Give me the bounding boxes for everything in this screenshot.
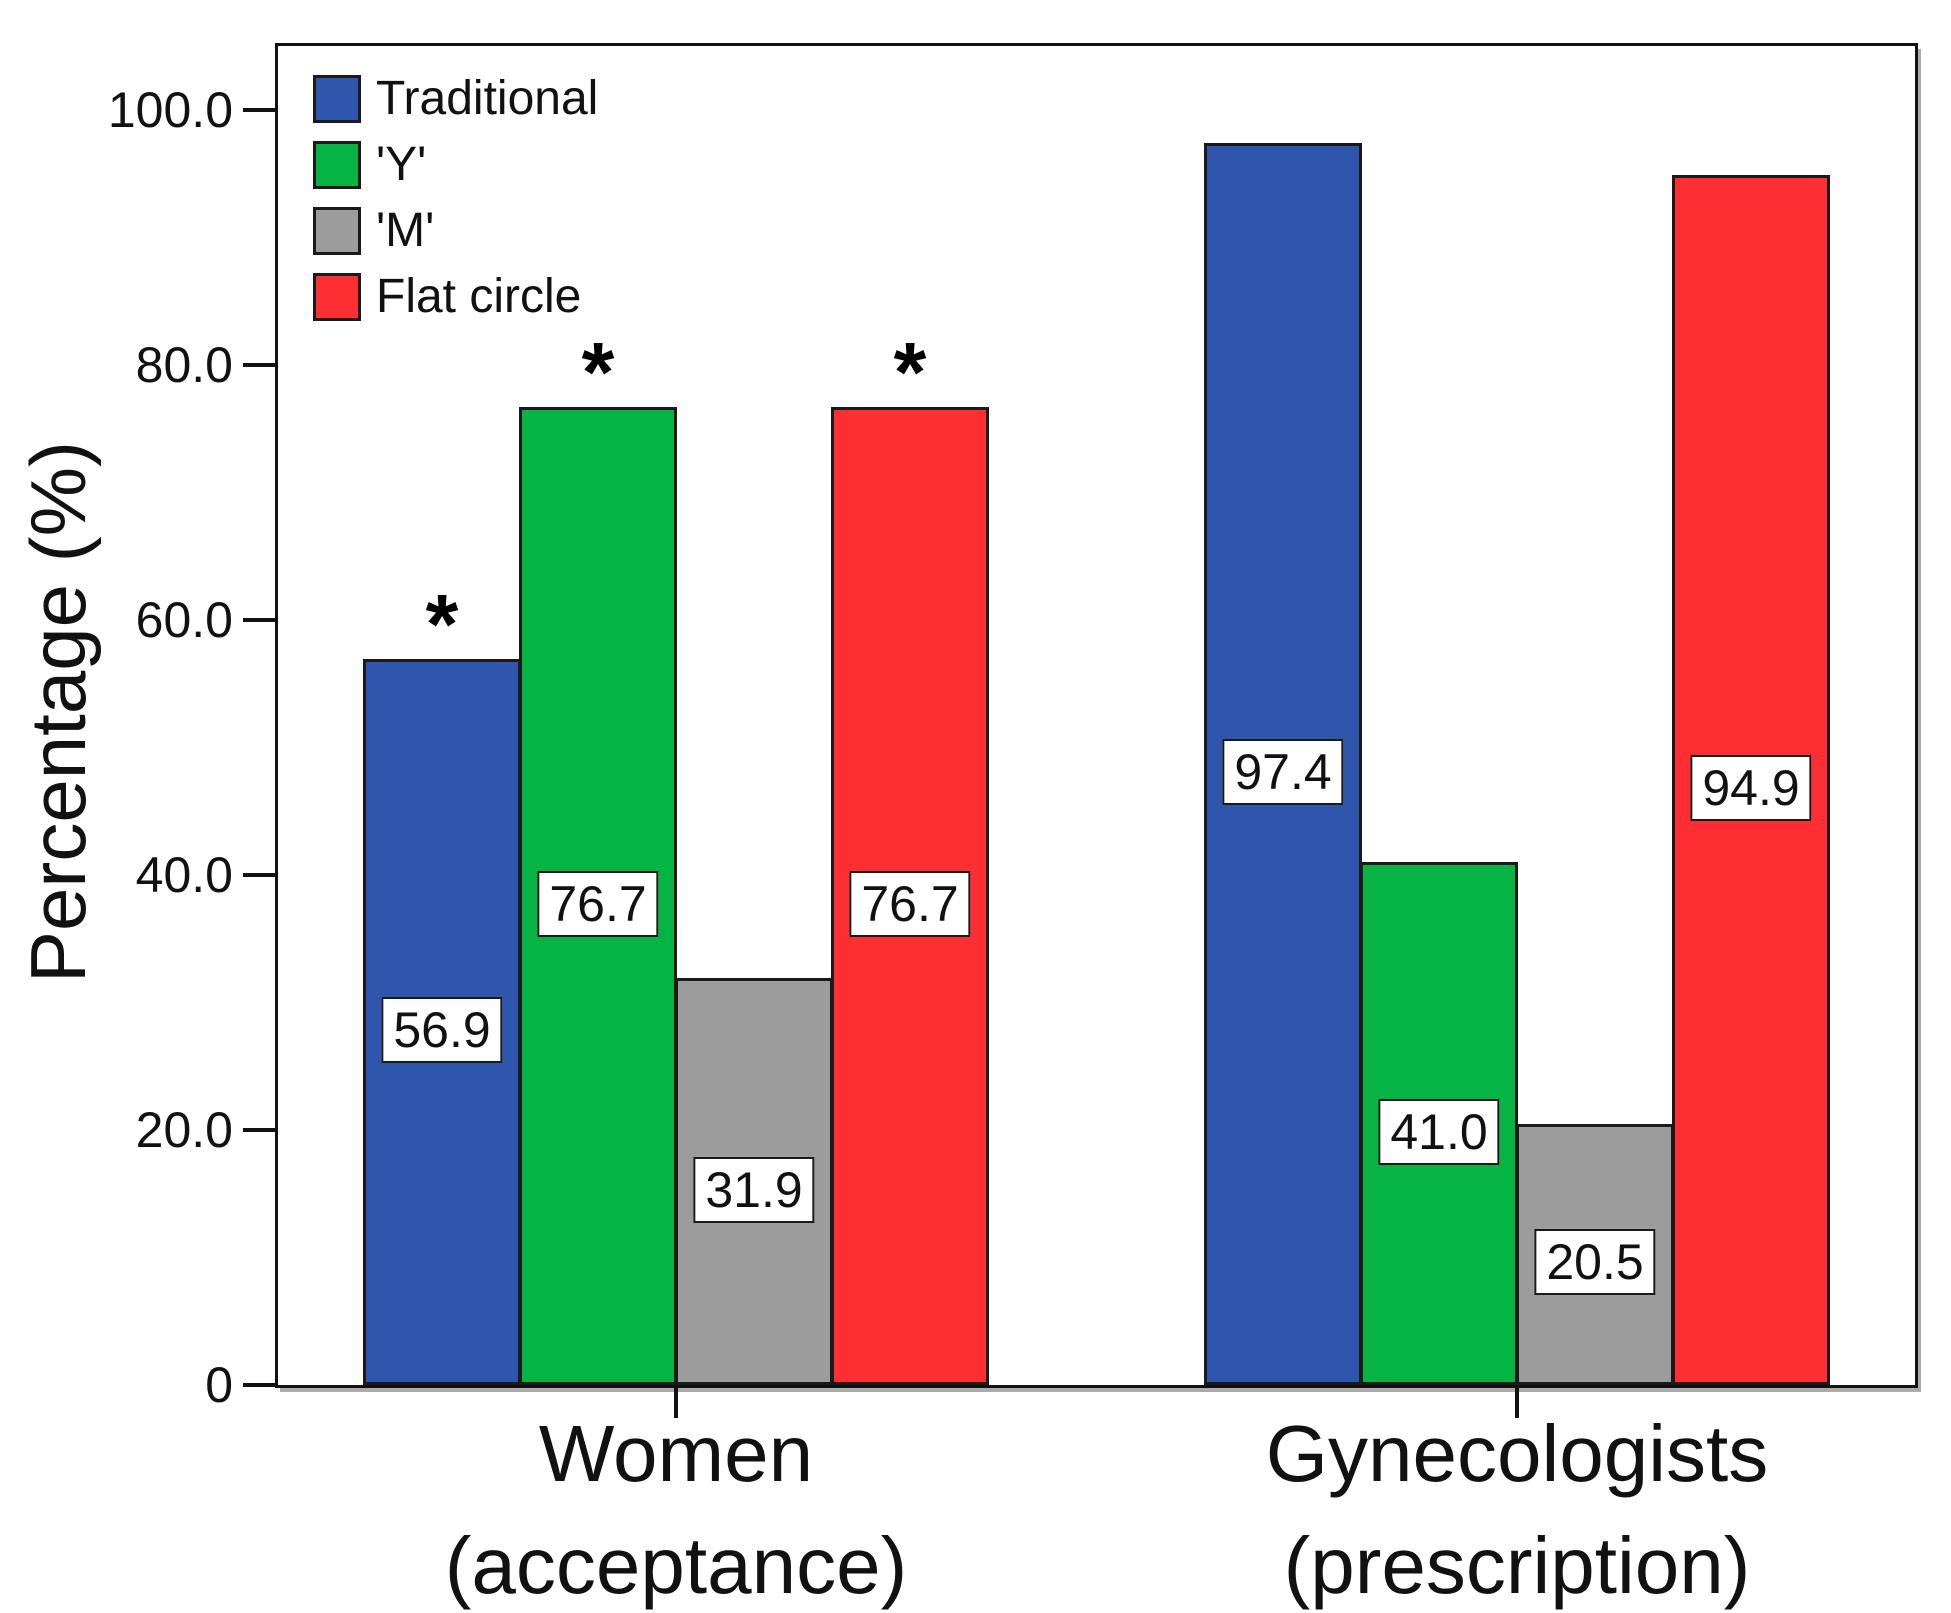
significance-asterisk: * <box>425 577 459 672</box>
bar-value-label: 20.5 <box>1534 1229 1656 1296</box>
y-axis-tick <box>243 362 275 367</box>
legend-label: Traditional <box>376 72 599 125</box>
x-axis-category-label: Gynecologists (prescription) <box>1067 1398 1951 1613</box>
legend-swatch-flatcircle <box>313 273 361 321</box>
y-axis-tick-label: 60.0 <box>135 591 233 648</box>
y-axis-tick-label: 0 <box>205 1357 233 1413</box>
bar-value-label: 97.4 <box>1222 738 1344 805</box>
x-axis-tick <box>1515 1388 1519 1418</box>
y-axis-tick-label: 40.0 <box>135 846 233 903</box>
category-label-line1: Gynecologists <box>1265 1409 1769 1498</box>
y-axis-tick <box>243 1127 275 1132</box>
legend-item: Traditional <box>313 73 598 125</box>
y-axis-tick <box>243 107 275 112</box>
y-axis-tick <box>243 1383 275 1387</box>
category-label-line2: (prescription) <box>1283 1521 1751 1610</box>
significance-asterisk: * <box>893 324 927 419</box>
y-axis-tick <box>243 617 275 622</box>
bar-value-label: 76.7 <box>849 870 971 937</box>
y-axis-tick-label: 80.0 <box>135 336 233 393</box>
bar-value-label: 41.0 <box>1378 1098 1500 1165</box>
significance-asterisk: * <box>581 324 615 419</box>
legend-swatch-y <box>313 141 361 189</box>
y-axis-tick <box>243 872 275 877</box>
legend-label: 'M' <box>376 204 435 257</box>
bar-value-label: 56.9 <box>381 997 503 1064</box>
bar-value-label: 76.7 <box>537 870 659 937</box>
legend-item: Flat circle <box>313 271 598 323</box>
legend-swatch-m <box>313 207 361 255</box>
legend: Traditional 'Y' 'M' Flat circle <box>313 73 598 323</box>
category-label-line1: Women <box>538 1409 814 1498</box>
category-label-line2: (acceptance) <box>444 1521 908 1610</box>
legend-label: 'Y' <box>376 138 427 191</box>
bar-value-label: 31.9 <box>693 1156 815 1223</box>
y-axis-tick-label: 100.0 <box>107 81 233 138</box>
legend-item: 'M' <box>313 205 598 257</box>
plot-area: Traditional 'Y' 'M' Flat circle 100.0 80.0 60… <box>108 43 1918 1610</box>
legend-label: Flat circle <box>376 270 582 323</box>
x-axis-category-label: Women (acceptance) <box>226 1398 1126 1613</box>
y-axis-label: Percentage (%) <box>14 441 102 983</box>
legend-swatch-traditional <box>313 75 361 123</box>
bar-value-label: 94.9 <box>1690 754 1812 821</box>
legend-item: 'Y' <box>313 139 598 191</box>
x-axis-tick <box>674 1388 678 1418</box>
y-axis-tick-label: 20.0 <box>135 1101 233 1158</box>
